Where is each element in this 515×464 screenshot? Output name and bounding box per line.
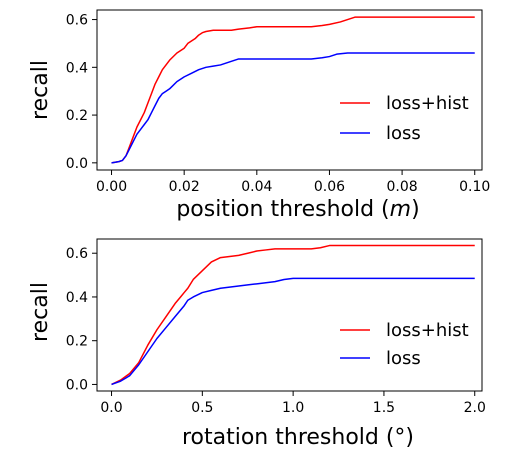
- rotation-legend: loss+hist loss: [340, 320, 469, 369]
- position-chart: 0.00 0.02 0.04 0.06 0.08 0.10 0.0 0.2 0.4 0.6 pos…: [28, 9, 491, 222]
- position-series-loss: [111, 52, 475, 164]
- position-legend: loss+hist loss: [340, 93, 469, 144]
- position-ytick-label: 0.6: [66, 13, 88, 29]
- position-ytick-label: 0.0: [66, 156, 88, 172]
- position-legend-label-loss-hist: loss+hist: [386, 93, 469, 114]
- position-plot-lines: [111, 16, 475, 164]
- position-xtick-label: 0.02: [169, 179, 200, 195]
- position-xtick-label: 0.10: [459, 179, 490, 195]
- position-xtick-label: 0.04: [241, 179, 272, 195]
- rotation-xtick-label: 1.5: [373, 400, 395, 416]
- rotation-axes-frame: [96, 238, 483, 392]
- position-ylabel: recall: [28, 60, 53, 120]
- rotation-ytick-label: 0.6: [66, 246, 88, 262]
- rotation-series-loss: [111, 277, 475, 386]
- rotation-xtick-label: 0.0: [100, 400, 122, 416]
- position-ticks: 0.00 0.02 0.04 0.06 0.08 0.10 0.0 0.2 0.4 0.6: [66, 13, 491, 195]
- position-ytick-label: 0.2: [66, 108, 88, 124]
- rotation-xtick-label: 2.0: [464, 400, 486, 416]
- rotation-ticks: 0.0 0.5 1.0 1.5 2.0 0.0 0.2 0.4 0.6: [66, 246, 486, 416]
- position-xtick-label: 0.06: [314, 179, 345, 195]
- position-legend-label-loss: loss: [386, 123, 421, 144]
- rotation-xtick-label: 1.0: [282, 400, 304, 416]
- rotation-plot-lines: [111, 244, 475, 386]
- rotation-legend-label-loss: loss: [386, 348, 421, 369]
- rotation-legend-label-loss-hist: loss+hist: [386, 320, 469, 341]
- position-ytick-label: 0.4: [66, 60, 88, 76]
- position-xlabel: position threshold (m): [176, 197, 419, 222]
- position-xtick-label: 0.08: [387, 179, 418, 195]
- rotation-ytick-label: 0.2: [66, 334, 88, 350]
- rotation-ylabel: recall: [28, 282, 53, 342]
- position-axes-frame: [96, 9, 483, 171]
- rotation-chart: 0.0 0.5 1.0 1.5 2.0 0.0 0.2 0.4 0.6 rotation thr…: [28, 238, 486, 450]
- rotation-ytick-label: 0.0: [66, 377, 88, 393]
- rotation-ytick-label: 0.4: [66, 290, 88, 306]
- position-xtick-label: 0.00: [96, 179, 127, 195]
- rotation-xlabel: rotation threshold (°): [182, 425, 414, 450]
- rotation-xtick-label: 0.5: [191, 400, 213, 416]
- position-series-loss-hist: [111, 16, 475, 164]
- rotation-series-loss-hist: [111, 244, 475, 386]
